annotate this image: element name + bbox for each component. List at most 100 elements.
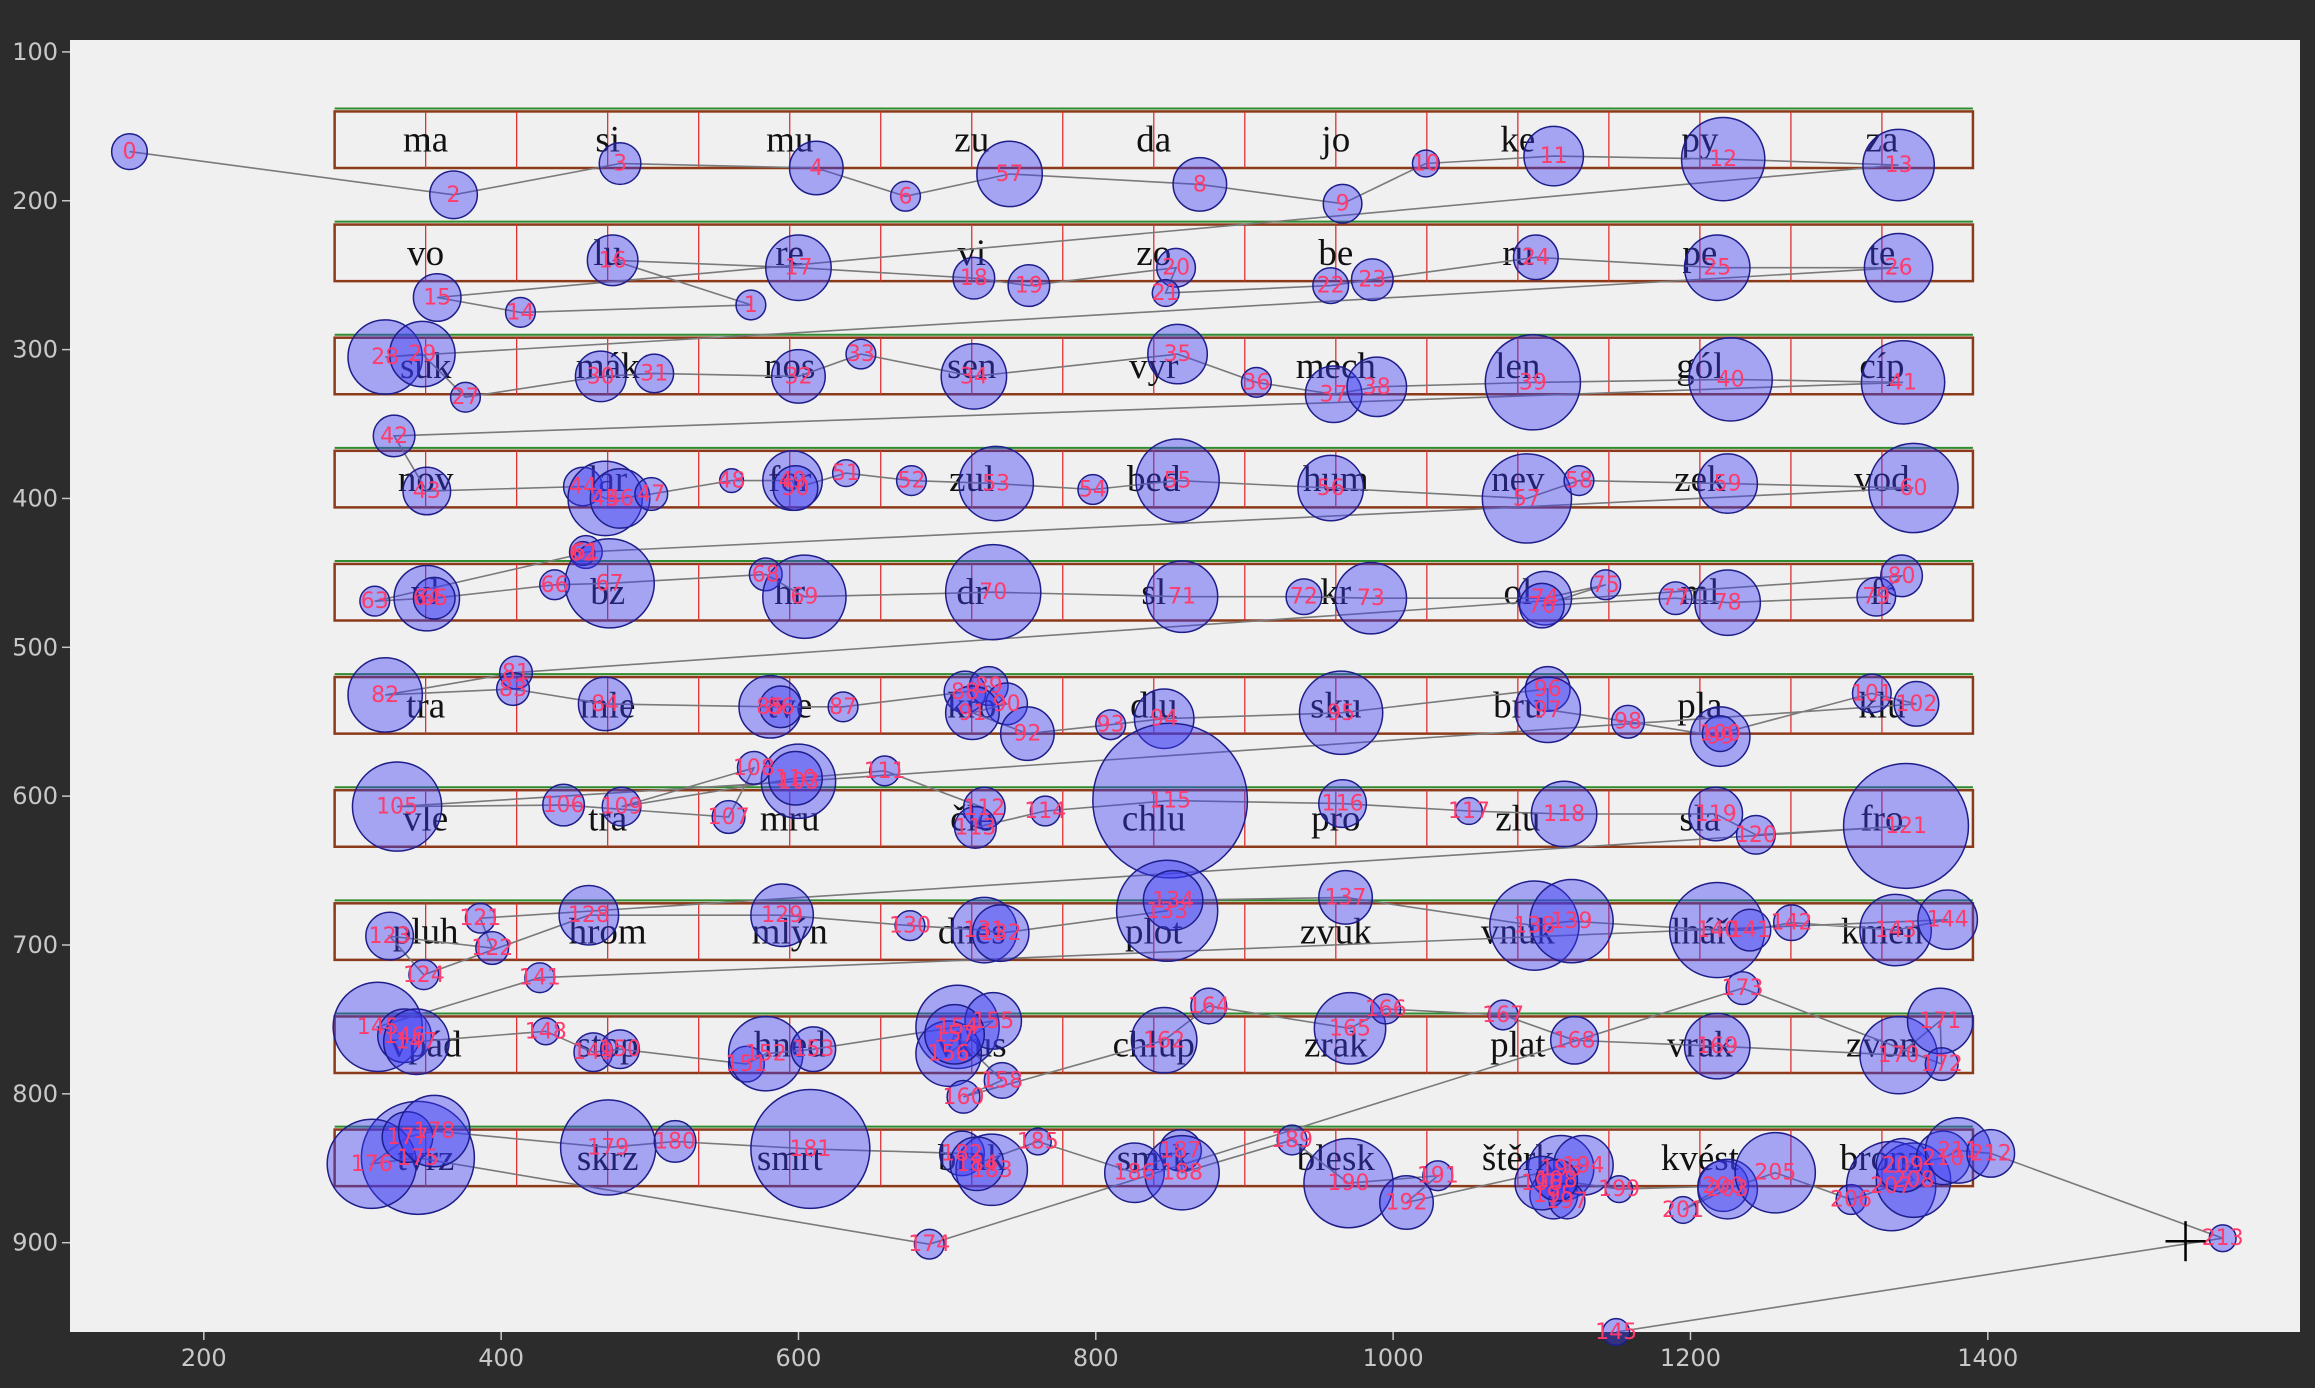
fixation-label: 182 bbox=[941, 1141, 983, 1166]
fixation-label: 153 bbox=[792, 1037, 834, 1062]
stimulus-word: fro bbox=[1860, 798, 1903, 839]
stimulus-word: lhář bbox=[1671, 912, 1729, 953]
fixation-label: 44 bbox=[569, 475, 597, 500]
fixation-point bbox=[1144, 1134, 1220, 1211]
fixation-point bbox=[393, 564, 461, 632]
fixation-label: 75 bbox=[1592, 573, 1620, 598]
fixation-label: 20 bbox=[1162, 256, 1190, 281]
stimulus-word: hr bbox=[774, 572, 805, 613]
fixation-label: 2 bbox=[447, 183, 461, 208]
fixation-label: 8 bbox=[1193, 172, 1207, 197]
y-tick-label: 600 bbox=[12, 782, 58, 810]
fixation-point bbox=[955, 1133, 1029, 1207]
fixation-label: 181 bbox=[789, 1137, 831, 1162]
fixation-point bbox=[653, 1119, 697, 1164]
fixation-point bbox=[372, 414, 416, 458]
fixation-label: 26 bbox=[1885, 256, 1913, 281]
fixation-label: 169 bbox=[1696, 1034, 1738, 1059]
fixation-label: 103 bbox=[777, 769, 819, 794]
fixation-label: 57 bbox=[996, 162, 1024, 187]
fixation-label: 56 bbox=[1317, 476, 1345, 501]
fixation-point bbox=[539, 569, 571, 601]
fixation-point bbox=[1668, 1195, 1698, 1225]
stimulus-word: vi bbox=[957, 233, 986, 274]
fixation-label: 162 bbox=[1143, 1028, 1185, 1053]
fixation-label: 189 bbox=[1271, 1128, 1313, 1153]
fixation-point bbox=[1422, 1160, 1454, 1192]
fixation-label: 185 bbox=[1017, 1129, 1059, 1154]
fixation-point bbox=[570, 540, 596, 567]
fixation-point bbox=[634, 353, 675, 394]
fixation-point bbox=[1145, 560, 1219, 634]
scanpath bbox=[129, 150, 2223, 1333]
fixation-point bbox=[915, 984, 1000, 1070]
fixation-label: 99 bbox=[1706, 725, 1734, 750]
fixation-point bbox=[944, 685, 1000, 741]
stimulus-word: zo bbox=[1136, 233, 1171, 274]
stimulus-word: vyr bbox=[1129, 346, 1178, 387]
fixation-label: 205 bbox=[1754, 1161, 1796, 1186]
fixation-point bbox=[1835, 1183, 1867, 1216]
fixation-point bbox=[1318, 779, 1368, 829]
fixation-label: 50 bbox=[781, 476, 809, 501]
fixation-label: 101 bbox=[1851, 681, 1893, 706]
fixation-label: 54 bbox=[1079, 478, 1107, 503]
fixation-label: 146 bbox=[384, 1024, 426, 1049]
fixation-label: 28 bbox=[371, 345, 399, 370]
fixation-point bbox=[1151, 278, 1180, 308]
fixation-label: 176 bbox=[351, 1152, 393, 1177]
fixation-label: 18 bbox=[960, 266, 988, 291]
fixation-point bbox=[1772, 904, 1811, 942]
fixation-point bbox=[1917, 889, 1979, 951]
fixation-point bbox=[531, 1017, 560, 1046]
fixation-point bbox=[924, 1003, 986, 1065]
fixation-point bbox=[347, 657, 424, 733]
fixation-point bbox=[1530, 780, 1598, 848]
x-tick-label: 1200 bbox=[1660, 1344, 1721, 1372]
fixation-label: 38 bbox=[1363, 375, 1391, 400]
fixation-point bbox=[1893, 680, 1940, 727]
fixation-point bbox=[577, 676, 633, 732]
stimulus-word: ml bbox=[1680, 572, 1719, 613]
stimulus-word: sku bbox=[1310, 685, 1361, 726]
fixation-label: 79 bbox=[1862, 585, 1890, 610]
fixation-point bbox=[475, 930, 510, 966]
fixation-label: 81 bbox=[502, 661, 530, 686]
fixation-label: 115 bbox=[1149, 789, 1191, 814]
stimulus-word: vo bbox=[407, 233, 444, 274]
y-tick-label: 300 bbox=[12, 336, 58, 364]
fixation-point bbox=[567, 460, 644, 537]
fixation-point bbox=[1549, 1015, 1600, 1065]
fixation-label: 65 bbox=[420, 586, 448, 611]
stimulus-word: vpád bbox=[390, 1025, 462, 1066]
fixation-label: 212 bbox=[1970, 1141, 2012, 1166]
fixation-label: 207 bbox=[1870, 1174, 1912, 1199]
fixation-point bbox=[943, 670, 987, 714]
y-tick-label: 800 bbox=[12, 1080, 58, 1108]
fixation-point bbox=[1092, 722, 1249, 879]
fixation-point bbox=[1668, 881, 1766, 979]
fixation-point bbox=[1725, 971, 1760, 1006]
fixation-label: 72 bbox=[1290, 585, 1318, 610]
fixation-label: 200 bbox=[1702, 1174, 1744, 1199]
fixation-point bbox=[1683, 234, 1751, 302]
fixation-point bbox=[1602, 1317, 1631, 1347]
fixation-point bbox=[1489, 880, 1580, 971]
fixation-point bbox=[711, 799, 746, 835]
fixation-point bbox=[1297, 454, 1365, 522]
fixation-point bbox=[765, 234, 832, 302]
fixation-point bbox=[365, 911, 415, 961]
fixation-label: 210 bbox=[1922, 1146, 1964, 1171]
fixation-label: 208 bbox=[1892, 1168, 1934, 1193]
fixation-point bbox=[1029, 795, 1061, 827]
stimulus-word: kmen bbox=[1841, 912, 1923, 953]
fixation-label: 142 bbox=[1771, 911, 1813, 936]
fixation-point bbox=[767, 750, 824, 806]
fixation-label: 168 bbox=[1554, 1028, 1596, 1053]
fixation-label: 183 bbox=[971, 1158, 1013, 1183]
fixation-label: 61 bbox=[572, 540, 600, 565]
fixation-label: 31 bbox=[640, 361, 668, 386]
fixation-label: 17 bbox=[784, 256, 812, 281]
fixation-label: 141 bbox=[519, 966, 561, 991]
